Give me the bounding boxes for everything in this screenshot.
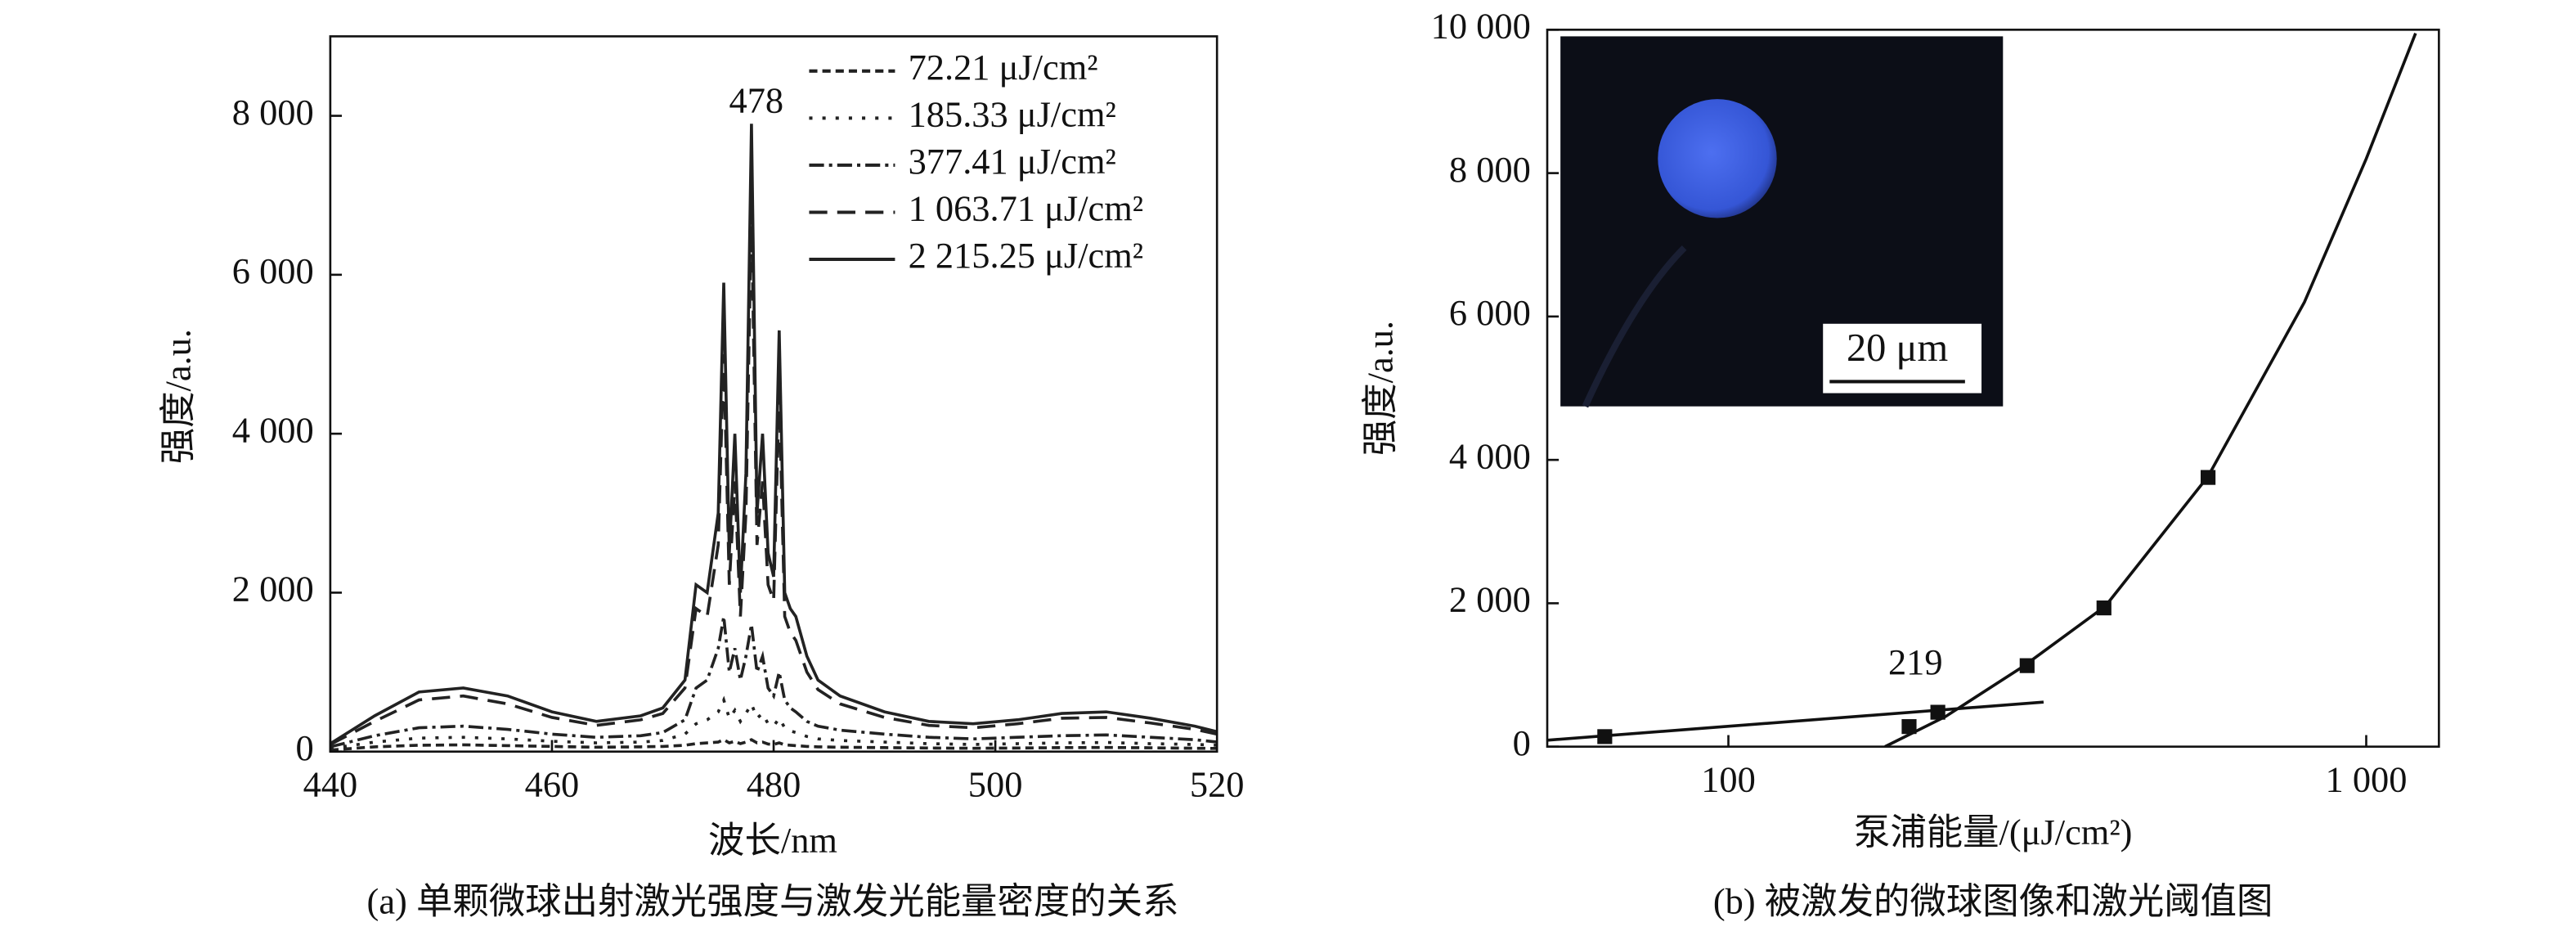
y-axis-title: 强度/a.u.: [1359, 321, 1400, 456]
x-tick-label: 440: [303, 763, 358, 804]
x-tick-label: 100: [1701, 758, 1756, 799]
inset-image: 20 μm: [1560, 36, 2004, 408]
data-point: [1597, 729, 1613, 744]
microsphere: [1658, 99, 1777, 218]
x-tick-label: 500: [968, 763, 1023, 804]
x-tick-label: 520: [1190, 763, 1245, 804]
y-axis-title: 强度/a.u.: [157, 329, 198, 464]
y-tick-label: 8 000: [232, 92, 314, 133]
data-point: [2019, 658, 2035, 673]
legend-label: 1 063.71 μJ/cm²: [909, 188, 1144, 229]
y-tick-label: 2 000: [1449, 579, 1531, 620]
y-tick-label: 0: [1513, 722, 1531, 763]
x-tick-label: 460: [525, 763, 580, 804]
y-tick-label: 8 000: [1449, 149, 1531, 190]
annotation: 219: [1888, 641, 1943, 682]
x-tick-label: 480: [747, 763, 801, 804]
y-tick-label: 0: [295, 727, 313, 768]
data-point: [1901, 719, 1917, 735]
series-line: [330, 616, 1218, 749]
series-line: [1547, 700, 2044, 742]
x-tick-label: 1 000: [2326, 758, 2408, 799]
plot-frame: [1546, 29, 2440, 748]
series-group: [330, 124, 1218, 752]
y-tick-label: 6 000: [232, 250, 314, 291]
data-point: [2201, 470, 2216, 485]
data-point: [2096, 600, 2112, 616]
caption: (a) 单颗微球出射激光强度与激发光能量密度的关系: [367, 881, 1179, 922]
annotation: 478: [729, 79, 784, 120]
series-line: [330, 124, 1218, 745]
legend-label: 2 215.25 μJ/cm²: [909, 235, 1144, 276]
caption: (b) 被激发的微球图像和激光阈值图: [1713, 881, 2273, 922]
legend-label: 72.21 μJ/cm²: [909, 47, 1098, 88]
y-tick-label: 2 000: [232, 569, 314, 609]
series-line: [1884, 33, 2417, 747]
legend-label: 185.33 μJ/cm²: [909, 94, 1116, 135]
y-tick-label: 4 000: [1449, 435, 1531, 476]
x-axis-title: 波长/nm: [708, 820, 837, 861]
series-line: [330, 738, 1218, 752]
y-tick-label: 4 000: [232, 409, 314, 450]
legend-label: 377.41 μJ/cm²: [909, 141, 1116, 182]
y-tick-label: 10 000: [1431, 6, 1531, 47]
x-axis-title: 泵浦能量/(μJ/cm²): [1854, 812, 2133, 852]
scale-label: 20 μm: [1847, 326, 1948, 370]
series-line: [330, 211, 1218, 746]
y-tick-label: 6 000: [1449, 292, 1531, 333]
data-point: [1930, 704, 1945, 720]
series-group: [1547, 33, 2417, 747]
inset-fiber: [1582, 245, 1687, 408]
